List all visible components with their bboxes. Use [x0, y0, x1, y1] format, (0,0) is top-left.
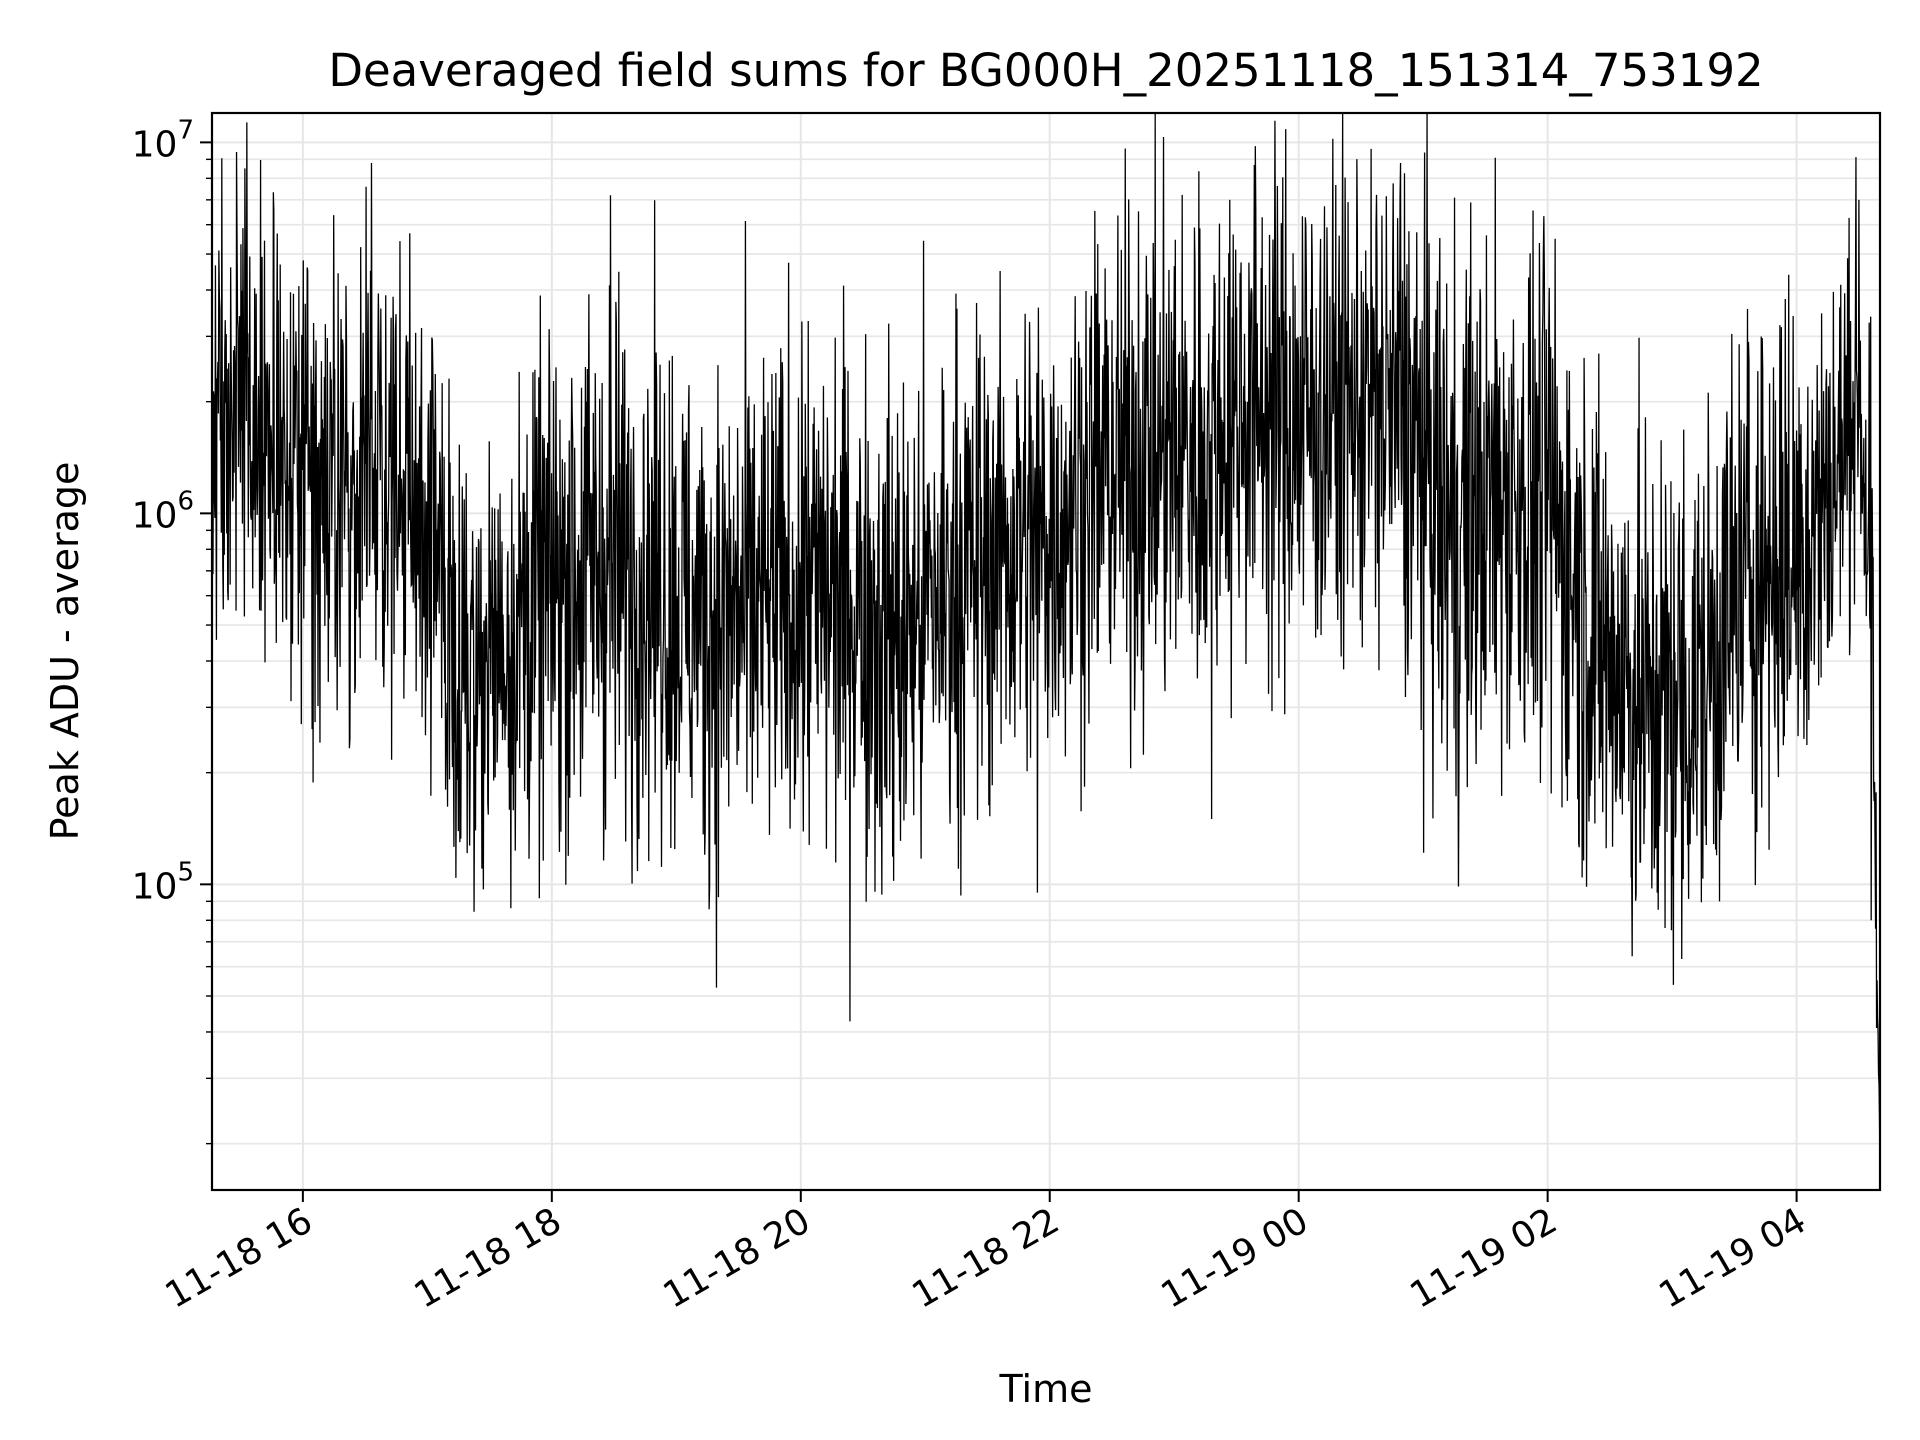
data-series-line — [211, 112, 1881, 1170]
plot-frame — [210, 111, 1882, 1192]
y-axis-label: Peak ADU - average — [43, 462, 87, 841]
x-axis-label: Time — [999, 1367, 1093, 1411]
y-tick-exponent: 5 — [177, 857, 194, 887]
y-tick-label: 106 — [132, 486, 194, 536]
y-tick-exponent: 7 — [177, 115, 194, 145]
y-tick-label: 107 — [132, 115, 194, 165]
chart-title: Deaveraged field sums for BG000H_2025111… — [328, 44, 1763, 97]
y-tick-base: 10 — [132, 866, 178, 907]
y-tick-base: 10 — [132, 495, 178, 536]
y-tick-exponent: 6 — [177, 486, 194, 516]
y-tick-label: 105 — [132, 857, 194, 907]
data-series — [211, 112, 1881, 1170]
y-tick-base: 10 — [132, 124, 178, 165]
